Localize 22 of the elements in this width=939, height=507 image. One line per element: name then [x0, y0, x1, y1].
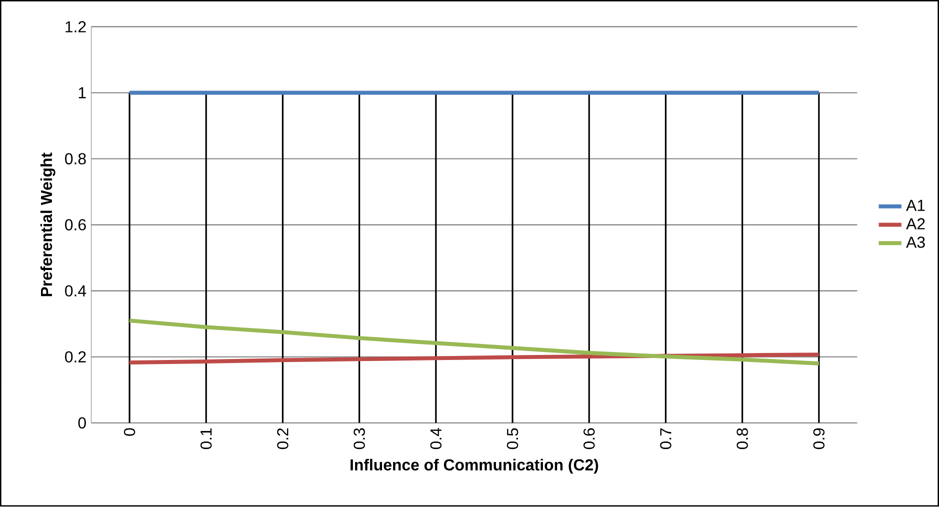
- x-tick-label: 0.6: [583, 428, 595, 450]
- y-tick-label: 1.2: [66, 21, 86, 32]
- y-tick-label: 1: [78, 87, 86, 98]
- x-tick-label: 0.1: [200, 428, 212, 450]
- y-tick-label: 0.4: [65, 285, 86, 297]
- x-tick-label: 0.4: [430, 428, 442, 450]
- x-tick-label: 0: [124, 428, 136, 436]
- legend-label: A2: [906, 218, 925, 230]
- y-axis-title: Preferential Weight: [40, 152, 56, 296]
- legend-label: A1: [906, 200, 925, 212]
- y-tick-label: 0.8: [65, 153, 86, 165]
- legend-label: A3: [906, 236, 925, 248]
- y-tick-label: 0.6: [65, 219, 86, 231]
- x-tick-label: 0.7: [660, 428, 672, 450]
- x-tick-label: 0.2: [277, 428, 288, 450]
- y-tick-label: 0.2: [65, 351, 86, 363]
- x-tick-label: 0.3: [354, 428, 365, 450]
- x-tick-label: 0.5: [506, 428, 518, 450]
- x-axis-title: Influence of Communication (C2): [350, 459, 598, 474]
- x-tick-label: 0.8: [736, 428, 748, 450]
- x-tick-label: 0.9: [813, 428, 825, 450]
- y-tick-label: 0: [78, 417, 86, 429]
